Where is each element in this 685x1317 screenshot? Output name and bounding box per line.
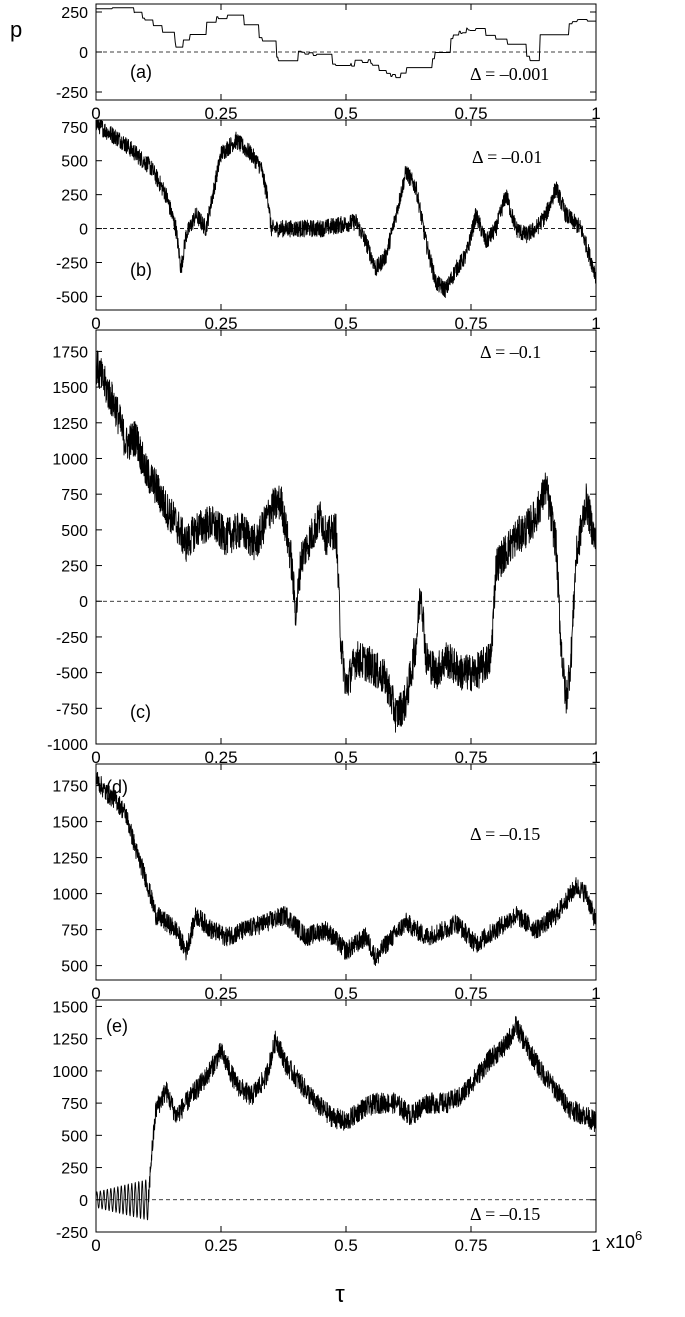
y-tick-label: -250 <box>56 1225 88 1242</box>
delta-annotation: Δ = –0.001 <box>470 64 549 84</box>
x-tick-label: 0.75 <box>454 1236 487 1255</box>
y-tick-label: 500 <box>61 1128 88 1145</box>
y-tick-label: 750 <box>61 120 88 137</box>
y-tick-label: 0 <box>79 1193 88 1210</box>
x-tick-label: 0.75 <box>454 314 487 333</box>
y-tick-label: 1500 <box>52 815 88 832</box>
y-tick-label: 250 <box>61 5 88 22</box>
x-tick-label: 0.75 <box>454 104 487 123</box>
x-tick-label: 1 <box>591 1236 600 1255</box>
x-tick-label: 1 <box>591 314 600 333</box>
x-tick-label: 0.25 <box>204 984 237 1003</box>
data-series-line <box>95 119 597 298</box>
delta-annotation: Δ = –0.01 <box>472 147 542 167</box>
y-tick-label: 1500 <box>52 380 88 397</box>
y-tick-label: -500 <box>56 666 88 683</box>
y-tick-label: 1000 <box>52 887 88 904</box>
x-axis-title: τ <box>335 1281 345 1308</box>
x-tick-label: 0 <box>91 748 100 767</box>
data-series-line <box>95 1015 597 1221</box>
y-tick-label: 250 <box>61 188 88 205</box>
y-tick-label: 1250 <box>52 851 88 868</box>
y-tick-label: 750 <box>61 923 88 940</box>
x-tick-label: 1 <box>591 984 600 1003</box>
y-tick-label: -750 <box>56 701 88 718</box>
y-tick-label: 500 <box>61 523 88 540</box>
chart-panel-d: 500 750 1000 1250 1500 1750 0 0.25 0.5 0.75 1 (d) Δ … <box>52 763 601 1003</box>
y-tick-label: -500 <box>56 289 88 306</box>
y-tick-label: 250 <box>61 1161 88 1178</box>
y-tick-label: 0 <box>79 222 88 239</box>
y-tick-label: 500 <box>61 154 88 171</box>
x-tick-label: 0.5 <box>334 1236 358 1255</box>
y-tick-label: -250 <box>56 85 88 102</box>
y-tick-label: 750 <box>61 1096 88 1113</box>
y-tick-label: 1250 <box>52 1032 88 1049</box>
y-axis-title: p <box>10 17 22 42</box>
x-tick-label: 0.25 <box>204 104 237 123</box>
chart-panel-c: -1000 -750 -500 -250 0 250 500 750 1000 1250 1500 1… <box>47 329 601 767</box>
x-tick-label: 0 <box>91 1236 100 1255</box>
y-tick-label: 750 <box>61 487 88 504</box>
y-tick-label: 1750 <box>52 779 88 796</box>
y-tick-label: 1750 <box>52 344 88 361</box>
x-tick-label: 1 <box>591 748 600 767</box>
x-tick-label: 0.5 <box>334 314 358 333</box>
x-multiplier: x106 <box>606 1228 642 1252</box>
y-tick-label: -1000 <box>47 737 88 754</box>
data-series-line <box>96 7 596 79</box>
y-tick-label: -250 <box>56 630 88 647</box>
panel-label: (b) <box>130 260 152 280</box>
y-tick-label: 0 <box>79 45 88 62</box>
x-tick-label: 0.75 <box>454 984 487 1003</box>
y-tick-label: 0 <box>79 594 88 611</box>
x-tick-label: 1 <box>591 104 600 123</box>
chart-panel-b: -500 -250 0 250 500 750 0 0.25 0.5 0.75 1 (b) Δ = –0… <box>56 119 601 333</box>
y-tick-label: 250 <box>61 559 88 576</box>
y-tick-label: 1000 <box>52 1064 88 1081</box>
x-tick-label: 0.5 <box>334 984 358 1003</box>
delta-annotation: Δ = –0.15 <box>470 824 540 844</box>
x-tick-label: 0.25 <box>204 748 237 767</box>
x-tick-label: 0.75 <box>454 748 487 767</box>
x-tick-label: 0 <box>91 984 100 1003</box>
data-series-line <box>95 350 597 733</box>
data-series-line <box>95 771 597 966</box>
delta-annotation: Δ = –0.1 <box>480 342 541 362</box>
panel-label: (c) <box>130 702 151 722</box>
y-tick-label: 500 <box>61 959 88 976</box>
y-tick-label: 1000 <box>52 451 88 468</box>
panel-label: (a) <box>130 62 152 82</box>
x-tick-label: 0.25 <box>204 314 237 333</box>
x-tick-label: 0.5 <box>334 748 358 767</box>
y-tick-label: 1250 <box>52 416 88 433</box>
y-tick-label: 1500 <box>52 999 88 1016</box>
x-tick-label: 0.25 <box>204 1236 237 1255</box>
delta-annotation: Δ = –0.15 <box>470 1204 540 1224</box>
x-tick-label: 0 <box>91 314 100 333</box>
panel-label: (d) <box>106 777 128 797</box>
plot-frame <box>95 3 597 101</box>
x-tick-label: 0 <box>91 104 100 123</box>
x-tick-label: 0.5 <box>334 104 358 123</box>
y-tick-label: -250 <box>56 256 88 273</box>
panel-label: (e) <box>106 1016 128 1036</box>
